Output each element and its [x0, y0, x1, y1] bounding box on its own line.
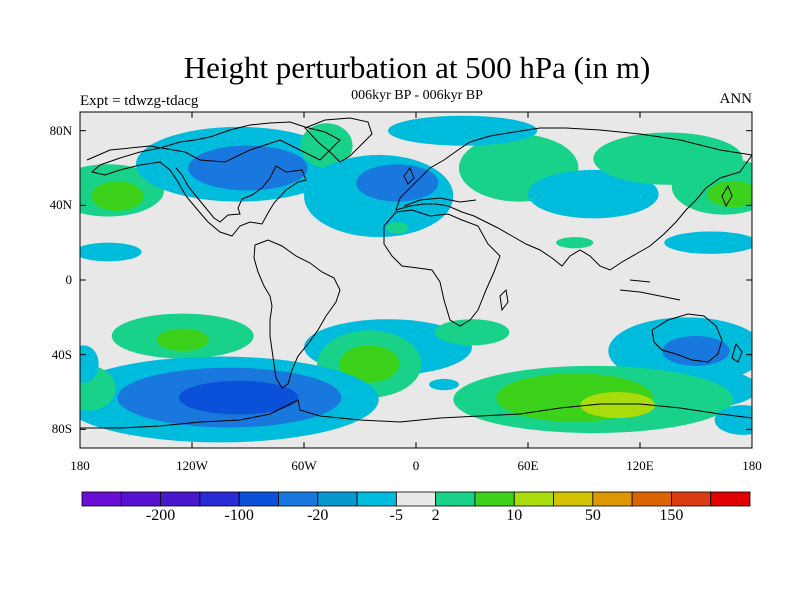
lon-tick-label: 60W — [291, 458, 317, 473]
colorbar-swatch — [671, 491, 712, 507]
contour-region-neg1 — [714, 405, 752, 435]
coastline-madagascar — [499, 288, 509, 312]
colorbar-swatch — [592, 491, 633, 507]
colorbar-swatch — [513, 491, 554, 507]
contour-region-neg2 — [662, 336, 730, 366]
contour-region-neg1 — [429, 378, 459, 391]
colorbar-label: 150 — [659, 507, 684, 524]
lon-tick-label: 60E — [517, 458, 539, 473]
axis-ticks — [79, 112, 753, 448]
colorbar-swatch — [474, 491, 515, 507]
lat-tick-label: 40S — [51, 346, 72, 362]
colorbar-label: -20 — [307, 507, 329, 524]
lat-tick-label: 80S — [51, 421, 72, 437]
lon-tick-label: 180 — [70, 458, 90, 473]
colorbar-swatch — [278, 491, 319, 507]
lon-tick-label: 0 — [412, 458, 420, 473]
coastline-greenland — [304, 117, 373, 163]
colorbar-swatch — [631, 491, 672, 507]
chart-subtitle: 006kyr BP - 006kyr BP — [351, 88, 483, 103]
contour-region-neg2 — [356, 164, 439, 202]
contour-region-pos2 — [91, 181, 144, 211]
colorbar-swatch — [81, 491, 122, 507]
experiment-label: Expt = tdwzg-tdacg — [80, 93, 199, 109]
contour-region-neg1 — [664, 231, 752, 254]
colorbar-label: 10 — [506, 507, 523, 524]
contour-region-pos2 — [339, 345, 400, 383]
contour-region-pos2 — [156, 328, 209, 351]
lon-tick-label: 120E — [626, 458, 654, 473]
contour-fields — [80, 115, 752, 443]
contour-region-pos1 — [386, 222, 409, 234]
contour-region-pos2 — [707, 181, 752, 208]
colorbar-label: 2 — [431, 507, 440, 524]
colorbar-swatch — [553, 491, 594, 507]
lat-tick-label: 80N — [49, 122, 72, 138]
colorbar-label: -5 — [389, 507, 403, 524]
colorbar-swatch — [120, 491, 161, 507]
lon-tick-label: 180 — [742, 458, 762, 473]
colorbar — [81, 491, 751, 507]
contour-region-neg1 — [388, 115, 538, 146]
coastline-uk — [403, 166, 415, 185]
coastline-north-america — [86, 121, 341, 237]
contour-region-neg1 — [80, 242, 142, 262]
colorbar-swatch — [317, 491, 358, 507]
colorbar-label: -200 — [145, 507, 176, 524]
coastline-africa — [383, 209, 501, 327]
colorbar-label: 50 — [584, 507, 601, 524]
coastline-japan — [721, 184, 733, 208]
colorbar-swatch — [199, 491, 240, 507]
coastline-south-america — [253, 239, 341, 389]
colorbar-swatch — [435, 491, 476, 507]
lon-tick-label: 120W — [176, 458, 208, 473]
contour-region-pos1 — [556, 237, 594, 249]
colorbar-swatch — [238, 491, 279, 507]
contour-region-pos3 — [580, 392, 655, 419]
lat-tick-label: 40N — [49, 197, 72, 213]
coastlines — [80, 117, 752, 429]
coastline-new-zealand — [731, 342, 743, 363]
colorbar-swatch — [160, 491, 201, 507]
colorbar-label: -100 — [224, 507, 254, 524]
contour-region-neg3 — [178, 380, 299, 415]
chart-title: Height perturbation at 500 hPa (in m) — [183, 50, 651, 85]
contour-region-neg2 — [188, 145, 308, 191]
colorbar-swatch — [356, 491, 397, 507]
coastline-australia — [651, 313, 723, 363]
contour-region-neg1 — [528, 169, 659, 219]
season-label: ANN — [719, 91, 753, 107]
lat-tick-label: 0 — [65, 272, 73, 287]
coastline-indonesia — [619, 279, 681, 301]
contour-region-neg1 — [80, 345, 99, 383]
contour-region-pos1 — [434, 319, 510, 346]
coastline-eurasia — [395, 127, 752, 271]
coastline-mediterranean — [403, 197, 477, 207]
coastline-antarctica — [80, 399, 752, 429]
colorbar-swatch — [710, 491, 751, 507]
colorbar-swatch — [395, 491, 437, 507]
